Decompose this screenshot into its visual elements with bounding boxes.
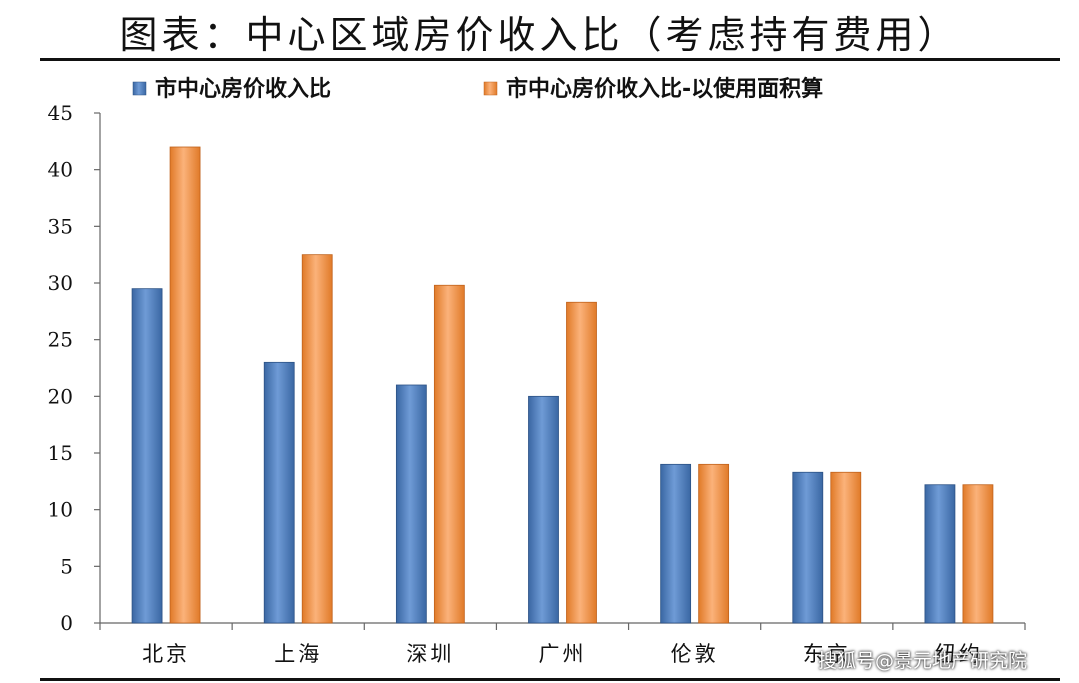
x-tick-label: 伦敦 — [671, 642, 719, 666]
x-tick-label: 深圳 — [406, 642, 454, 666]
bar-2 — [566, 301, 597, 624]
bar-1 — [395, 384, 427, 624]
x-tick-label: 上海 — [274, 642, 322, 666]
title-rule — [40, 58, 1060, 61]
bar-2 — [433, 284, 465, 624]
x-tick-label: 东京 — [803, 642, 851, 666]
bar-1 — [131, 288, 163, 624]
y-axis: 0 5 10 15 20 25 30 35 40 45 — [48, 101, 101, 635]
y-tick-label: 40 — [48, 158, 73, 182]
bar-1 — [792, 471, 824, 624]
y-tick-label: 10 — [48, 498, 73, 522]
chart-title: 图表：中心区域房价收入比（考虑持有费用） — [119, 13, 960, 57]
legend-label-2: 市中心房价收入比-以使用面积算 — [506, 76, 823, 102]
bar-1 — [263, 361, 295, 624]
y-tick-label: 30 — [48, 271, 73, 295]
y-tick-label: 35 — [48, 214, 73, 238]
x-tick-label: 北京 — [142, 642, 190, 666]
x-axis: 北京 上海 深圳 广州 伦敦 东京 纽约 — [99, 622, 1026, 666]
bar-1 — [660, 463, 692, 624]
bar-2 — [301, 254, 333, 624]
watermark: 搜狐号@景元地产研究院 — [818, 650, 1028, 672]
bottom-rule — [40, 678, 1060, 681]
bar-1 — [528, 395, 559, 624]
x-tick-label: 纽约 — [935, 642, 983, 666]
legend-swatch-2 — [483, 81, 498, 96]
y-tick-label: 15 — [48, 441, 73, 465]
bar-2 — [169, 146, 201, 624]
legend-label-1: 市中心房价收入比 — [155, 76, 331, 102]
legend-swatch-1 — [132, 81, 147, 96]
bar-2 — [962, 484, 994, 624]
y-tick-label: 0 — [60, 611, 73, 635]
y-tick-label: 20 — [48, 384, 73, 408]
bar-1 — [924, 484, 956, 624]
y-tick-label: 5 — [60, 554, 73, 578]
bar-2 — [830, 471, 862, 624]
bars — [131, 146, 994, 624]
x-tick-label: 广州 — [539, 642, 587, 666]
legend: 市中心房价收入比 市中心房价收入比-以使用面积算 — [132, 76, 823, 102]
y-tick-label: 25 — [48, 328, 73, 352]
bar-2 — [698, 463, 730, 624]
y-tick-label: 45 — [48, 101, 73, 125]
